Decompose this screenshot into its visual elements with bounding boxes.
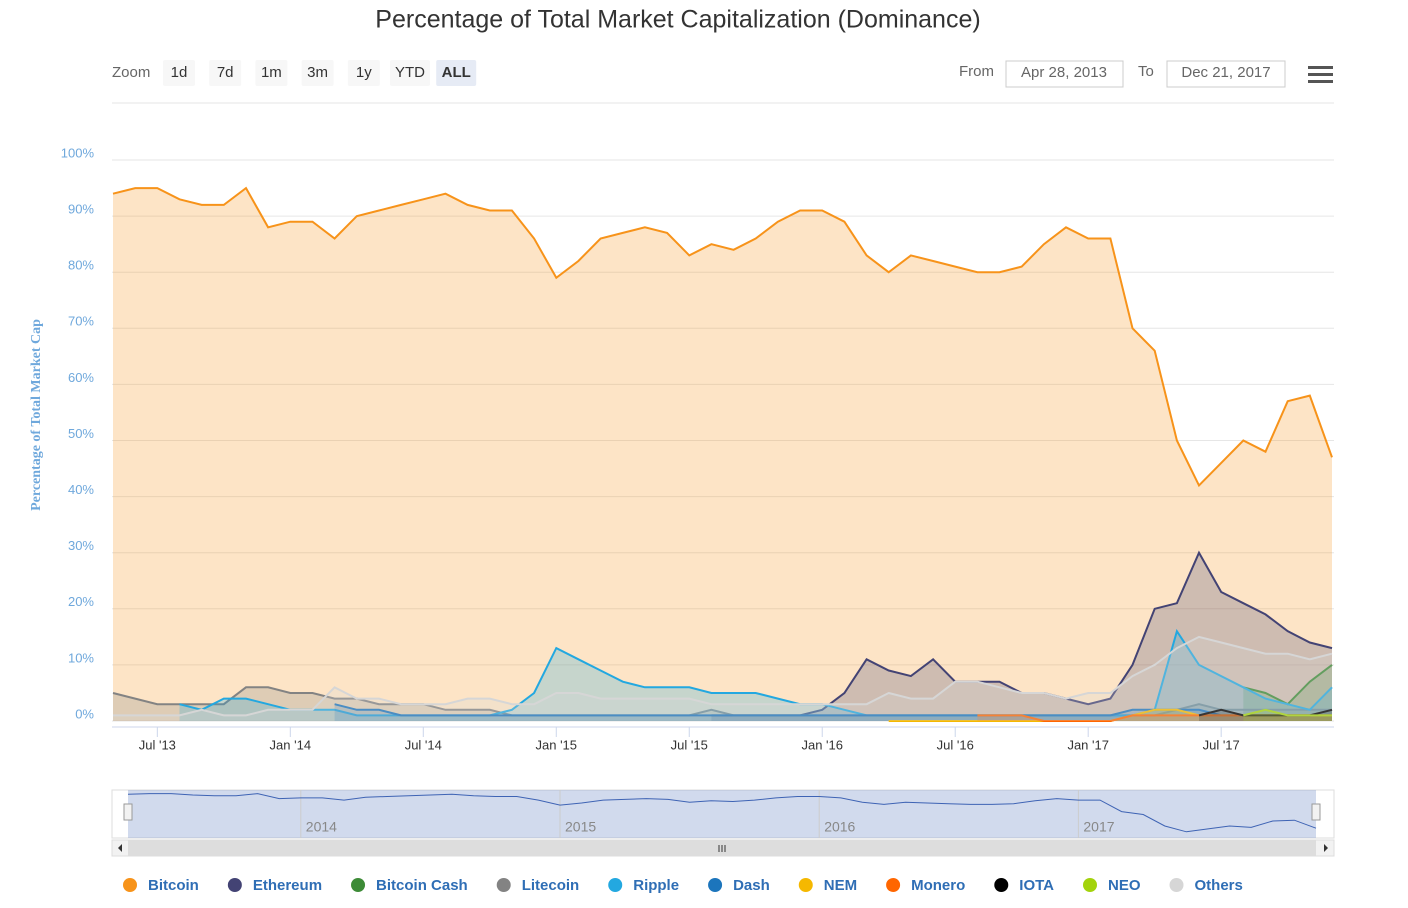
series-area	[711, 552, 1332, 721]
navigator-handle[interactable]	[1311, 803, 1321, 821]
zoom-button-label[interactable]: YTD	[395, 64, 425, 81]
scrollbar-arrow[interactable]	[1324, 844, 1328, 852]
legend-item[interactable]: Monero	[911, 877, 965, 894]
x-tick-label: Jul '13	[139, 737, 176, 752]
y-tick-label: 90%	[68, 202, 94, 217]
legend-item[interactable]: Bitcoin Cash	[376, 877, 468, 894]
series-area	[179, 631, 1332, 721]
navigator-tick-label: 2015	[565, 819, 596, 835]
legend-symbol[interactable]	[1083, 878, 1097, 892]
legend-symbol[interactable]	[608, 878, 623, 892]
y-tick-label: 20%	[68, 594, 94, 609]
legend-symbol[interactable]	[886, 878, 901, 892]
legend-item[interactable]: Others	[1195, 877, 1243, 894]
to-label: To	[1138, 63, 1154, 80]
x-tick-label: Jul '14	[405, 737, 442, 752]
x-tick-label: Jul '15	[671, 737, 708, 752]
zoom-button-label[interactable]: ALL	[442, 64, 471, 81]
legend-item[interactable]: IOTA	[1019, 877, 1054, 894]
series-area	[113, 636, 1332, 721]
zoom-button[interactable]	[390, 60, 430, 86]
navigator-handle[interactable]	[123, 803, 133, 821]
y-tick-label: 100%	[61, 145, 95, 160]
y-tick-label: 10%	[68, 650, 94, 665]
legend-symbol[interactable]	[227, 878, 242, 892]
legend-item[interactable]: NEM	[824, 877, 857, 894]
legend-symbol[interactable]	[1169, 878, 1184, 892]
chart-title: Percentage of Total Market Capitalizatio…	[375, 6, 980, 34]
legend-item[interactable]: Litecoin	[522, 877, 580, 894]
x-tick-label: Jan '14	[270, 737, 312, 752]
zoom-button-label[interactable]: 1d	[171, 64, 188, 81]
legend-symbol[interactable]	[496, 878, 511, 892]
menu-bar[interactable]	[1308, 73, 1333, 76]
series-line	[1243, 708, 1332, 717]
legend-symbol[interactable]	[994, 878, 1009, 892]
zoom-button[interactable]	[301, 60, 334, 86]
series-area	[888, 709, 1332, 721]
navigator-line	[127, 793, 1317, 833]
x-tick-label: Jan '17	[1067, 737, 1109, 752]
navigator-tick-label: 2016	[824, 819, 855, 835]
legend-symbol[interactable]	[123, 878, 137, 892]
navigator-tick-label: 2017	[1083, 819, 1114, 835]
legend-item[interactable]: NEO	[1108, 877, 1141, 894]
series-area	[977, 715, 1332, 721]
zoom-button[interactable]	[436, 60, 477, 86]
x-tick-label: Jan '15	[536, 737, 578, 752]
y-tick-label: 60%	[68, 370, 94, 385]
x-tick-label: Jul '16	[937, 737, 974, 752]
to-input[interactable]	[1166, 60, 1286, 88]
legend-symbol[interactable]	[708, 878, 723, 892]
y-tick-label: 0%	[75, 706, 94, 721]
legend-symbol[interactable]	[798, 878, 813, 892]
to-date[interactable]: Dec 21, 2017	[1181, 64, 1270, 81]
navigator-tick-label: 2014	[306, 819, 337, 835]
zoom-button[interactable]	[255, 60, 288, 86]
zoom-button-label[interactable]: 7d	[217, 64, 234, 81]
zoom-button-label[interactable]: 1m	[261, 64, 282, 81]
zoom-button-label[interactable]: 1y	[356, 64, 372, 81]
menu-button[interactable]	[1308, 66, 1333, 83]
zoom-button[interactable]	[209, 60, 242, 86]
zoom-label: Zoom	[112, 64, 150, 81]
y-tick-label: 70%	[68, 314, 94, 329]
legend-symbol[interactable]	[351, 878, 366, 892]
legend-item[interactable]: Dash	[733, 877, 770, 894]
series-area	[113, 687, 1332, 721]
from-date[interactable]: Apr 28, 2013	[1021, 64, 1107, 81]
menu-bar[interactable]	[1308, 80, 1333, 83]
legend-item[interactable]: Ripple	[633, 877, 679, 894]
y-tick-label: 40%	[68, 482, 94, 497]
y-axis-label: Percentage of Total Market Cap	[29, 319, 44, 511]
zoom-button[interactable]	[347, 60, 380, 86]
y-tick-label: 80%	[68, 258, 94, 273]
legend-item[interactable]: Ethereum	[253, 877, 322, 894]
from-input[interactable]	[1005, 60, 1124, 88]
series-line	[112, 186, 1333, 488]
zoom-button-label[interactable]: 3m	[307, 64, 328, 81]
scrollbar-grip[interactable]	[718, 845, 726, 852]
x-tick-label: Jul '17	[1203, 737, 1240, 752]
series-area	[334, 704, 1333, 721]
from-label: From	[959, 63, 994, 80]
x-tick-label: Jan '16	[801, 737, 843, 752]
series-area	[113, 188, 1332, 722]
y-tick-label: 30%	[68, 538, 94, 553]
scrollbar-arrow[interactable]	[118, 844, 122, 852]
series-line	[113, 635, 1333, 717]
menu-bar[interactable]	[1308, 66, 1333, 69]
series-area	[1243, 664, 1332, 721]
y-tick-label: 50%	[68, 426, 94, 441]
legend-item[interactable]: Bitcoin	[148, 877, 199, 894]
zoom-button[interactable]	[163, 60, 195, 86]
